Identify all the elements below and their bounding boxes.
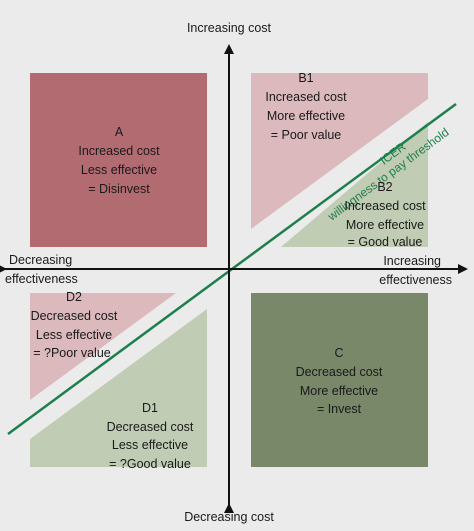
quadrant-b2-triangle	[281, 122, 428, 247]
axis-label-right-1: Increasing	[383, 254, 441, 268]
quadrant-b1-line-3: = Poor value	[271, 128, 342, 142]
quadrant-b2-line-3: = Good value	[348, 235, 423, 249]
quadrant-c-line-3: = Invest	[317, 402, 362, 416]
quadrant-c-box	[251, 293, 428, 467]
quadrant-d2-line-3: = ?Poor value	[33, 346, 111, 360]
quadrant-d2-line-2: Less effective	[36, 328, 112, 342]
quadrant-d1-line-2: Less effective	[112, 438, 188, 452]
quadrant-a-line-1: Increased cost	[78, 144, 160, 158]
quadrant-a-line-2: Less effective	[81, 163, 157, 177]
quadrant-d1-label: D1	[142, 401, 158, 415]
quadrant-b2-label: B2	[377, 180, 392, 194]
quadrant-a-box	[30, 73, 207, 247]
quadrant-c-label: C	[334, 346, 343, 360]
quadrant-b1-label: B1	[298, 71, 313, 85]
axis-label-left-2: effectiveness	[5, 272, 78, 286]
quadrant-d1-triangle	[30, 309, 207, 467]
quadrant-d2-line-1: Decreased cost	[31, 309, 118, 323]
quadrant-d2-label: D2	[66, 290, 82, 304]
quadrant-b1-line-1: Increased cost	[265, 90, 347, 104]
quadrant-b1-triangle	[251, 73, 428, 229]
quadrant-d1-line-3: = ?Good value	[109, 457, 191, 471]
quadrant-d1-line-1: Decreased cost	[107, 420, 194, 434]
axis-label-bottom: Decreasing cost	[184, 510, 274, 524]
quadrant-a-label: A	[115, 125, 124, 139]
quadrant-b2-line-2: More effective	[346, 218, 424, 232]
quadrant-a-line-3: = Disinvest	[88, 182, 150, 196]
quadrant-b2-line-1: Increased cost	[344, 199, 426, 213]
quadrant-b1-line-2: More effective	[267, 109, 345, 123]
quadrant-c-line-2: More effective	[300, 384, 378, 398]
axis-label-top: Increasing cost	[187, 21, 272, 35]
axis-label-right-2: effectiveness	[379, 273, 452, 287]
quadrant-d2-triangle	[30, 293, 176, 400]
quadrant-c-line-1: Decreased cost	[296, 365, 383, 379]
axis-label-left-1: Decreasing	[9, 253, 72, 267]
